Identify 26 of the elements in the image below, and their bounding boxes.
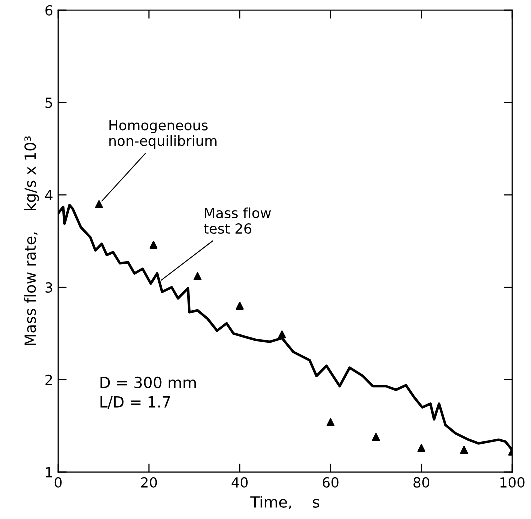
y-tick-label: 4	[45, 190, 53, 200]
point	[418, 444, 426, 452]
annotation: Homogeneous non-equilibrium	[110, 120, 217, 149]
y-tick-label: 5	[46, 98, 52, 108]
point	[278, 330, 286, 339]
x-tick-label: 80	[414, 477, 430, 488]
y-tick-label: 2	[46, 374, 52, 386]
annotation: D = 300 mm L/D = 1.7	[100, 376, 196, 410]
point	[326, 418, 335, 426]
x-tick-label: 100	[500, 477, 525, 488]
x-axis-title: Time, s	[250, 496, 320, 510]
point	[372, 433, 380, 442]
x-tick-label: 20	[141, 477, 158, 488]
point	[95, 200, 104, 208]
y-tick-label: 6	[46, 5, 53, 16]
y-axis-title: Mass flow rate, kg/s x 10³	[24, 136, 40, 346]
annotation: Mass flow test 26	[204, 208, 272, 234]
x-tick-label: 40	[232, 477, 248, 488]
point	[194, 272, 202, 280]
y-tick-label: 1	[46, 467, 52, 478]
x-tick-label: 60	[322, 477, 339, 488]
x-tick-label: 0	[54, 477, 62, 488]
y-tick-label: 3	[46, 282, 52, 293]
point	[236, 302, 244, 310]
point	[150, 241, 158, 249]
point	[460, 446, 468, 454]
